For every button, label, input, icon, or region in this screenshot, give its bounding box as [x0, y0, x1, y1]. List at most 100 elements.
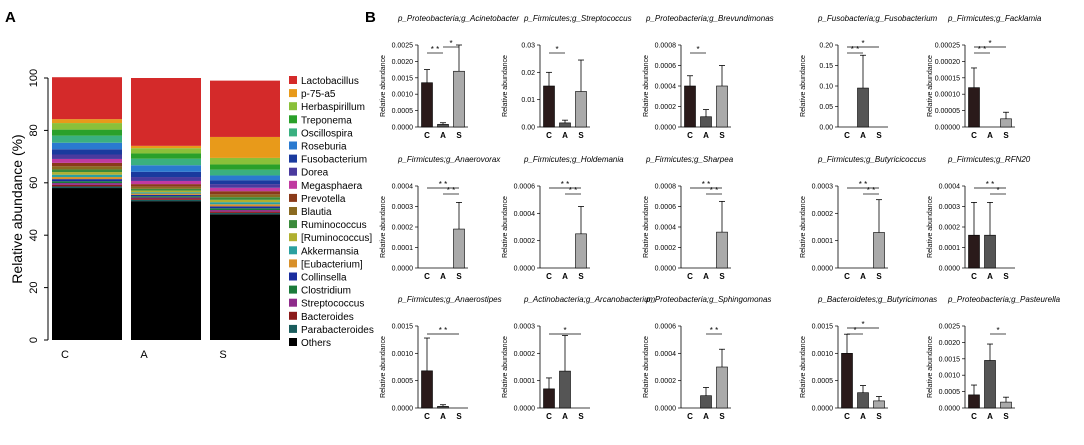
legend-swatch — [289, 89, 297, 98]
y-tick-label: 0.0000 — [812, 406, 834, 413]
significance-label: * * — [439, 326, 447, 335]
stacked-segment — [131, 199, 201, 202]
y-tick-label: 0.0001 — [392, 245, 414, 252]
stacked-segment — [210, 184, 280, 188]
category-label: A — [562, 412, 568, 421]
stacked-segment — [210, 211, 280, 213]
bar — [437, 406, 449, 409]
stacked-segment — [210, 202, 280, 205]
y-axis-title: Relative abundance — [927, 196, 934, 258]
chart-title: p_Fusobacteria;g_Fusobacterium — [817, 14, 938, 23]
legend-swatch — [289, 180, 297, 189]
small-chart: p_Firmicutes;g_Sharpea 0.0000 0.0002 0.0004… — [643, 155, 734, 281]
y-tick-label: 0.0020 — [392, 59, 414, 66]
y-tick-label: 0.0002 — [392, 225, 414, 232]
small-chart: p_Firmicutes;g_Holdemania 0.0000 0.0002 0.0… — [502, 155, 624, 281]
y-axis-title: Relative abundance — [380, 336, 387, 398]
legend-swatch — [289, 285, 297, 294]
chart-title: p_Firmicutes;g_Anaerostipes — [397, 295, 502, 304]
stacked-segment — [210, 169, 280, 176]
stacked-segment — [210, 206, 280, 209]
y-tick-label: 0.0025 — [392, 43, 414, 50]
stacked-segment — [52, 142, 122, 150]
legend-swatch — [289, 193, 297, 202]
stacked-segment — [131, 193, 201, 195]
y-tick-label: 0.0005 — [392, 378, 414, 385]
stacked-segment — [131, 186, 201, 189]
legend-swatch — [289, 128, 297, 137]
stacked-segment — [131, 165, 201, 172]
small-chart: p_Firmicutes;g_Anaerostipes 0.0000 0.0005 0… — [380, 295, 502, 421]
bar — [684, 85, 696, 128]
y-tick-label: 0.0002 — [939, 225, 961, 232]
legend-label: Collinsella — [301, 273, 347, 284]
y-tick-label: 0.0006 — [655, 324, 677, 331]
category-label: C — [844, 272, 850, 281]
legend-swatch — [289, 220, 297, 229]
stacked-segment — [210, 204, 280, 207]
significance-label: * * — [986, 180, 994, 189]
stacked-segment — [52, 188, 122, 340]
legend-label: Clostridium — [301, 286, 351, 297]
y-tick-label: 0.00 — [521, 125, 535, 132]
category-label: S — [876, 412, 882, 421]
stacked-segment — [131, 192, 201, 194]
y-tick-label: 0.0002 — [514, 351, 536, 358]
significance-label: * * — [859, 180, 867, 189]
y-tick-label: 0.0006 — [655, 63, 677, 70]
legend-label: Ruminococcus — [301, 220, 367, 231]
category-label: S — [1003, 272, 1009, 281]
small-chart: p_Firmicutes;g_Anaerovorax 0.0000 0.0001 0.… — [380, 155, 501, 281]
legend-swatch — [289, 311, 297, 320]
stacked-segment — [210, 199, 280, 203]
legend-label: Dorea — [301, 168, 329, 179]
stacked-segment — [131, 194, 201, 197]
y-axis-title: Relative abundance — [502, 336, 509, 398]
legend-label: Oscillospira — [301, 128, 353, 139]
chart-title: p_Firmicutes;g_Streptococcus — [523, 14, 632, 23]
stacked-segment — [210, 136, 280, 158]
significance-label: * — [996, 186, 999, 195]
significance-label: * — [696, 45, 699, 54]
y-axis-title: Relative abundance — [643, 196, 650, 258]
stacked-segment — [131, 145, 201, 149]
chart-title: p_Firmicutes;g_RFN20 — [947, 155, 1031, 164]
bar — [857, 392, 869, 409]
stacked-segment — [52, 119, 122, 124]
y-tick-label: 0.00005 — [935, 108, 960, 115]
stacked-segment — [52, 186, 122, 189]
significance-label: * * — [447, 186, 455, 195]
stacked-segment — [210, 175, 280, 181]
stacked-segment — [52, 149, 122, 155]
y-tick-label: 0.0004 — [655, 351, 677, 358]
stacked-segment — [131, 197, 201, 199]
y-tick-label: 0.0005 — [392, 108, 414, 115]
small-chart: p_Firmicutes;g_RFN20 0.0000 0.0001 0.0002 0.… — [927, 155, 1031, 281]
y-tick-label: 0.0006 — [655, 204, 677, 211]
y-tick-label: 0.0004 — [655, 225, 677, 232]
legend-label: Akkermansia — [301, 246, 359, 257]
y-axis-title: Relative abundance — [502, 196, 509, 258]
y-tick-label: 0.0003 — [939, 204, 961, 211]
stacked-segment — [210, 80, 280, 137]
chart-title: p_Firmicutes;g_Butyricicoccus — [817, 155, 926, 164]
category-label: S — [1003, 412, 1009, 421]
y-tick-label: 0.00015 — [935, 75, 960, 82]
legend-label: Treponema — [301, 115, 352, 126]
category-label: S — [1003, 131, 1009, 140]
bar — [716, 85, 728, 128]
stacked-segment — [131, 171, 201, 178]
small-chart: p_Bacteroidetes;g_Butyricimonas 0.0000 0.0… — [800, 295, 937, 421]
category-label: A — [562, 131, 568, 140]
stacked-segment — [131, 78, 201, 146]
category-label: C — [424, 412, 430, 421]
y-tick-label: 0.02 — [521, 70, 535, 77]
stacked-segment — [131, 196, 201, 198]
y-tick-label: 0.0005 — [812, 378, 834, 385]
stacked-segment — [52, 162, 122, 167]
y-tick-label: 60 — [28, 177, 40, 189]
bar — [700, 116, 712, 128]
y-tick-label: 20 — [28, 281, 40, 293]
legend-swatch — [289, 298, 297, 307]
